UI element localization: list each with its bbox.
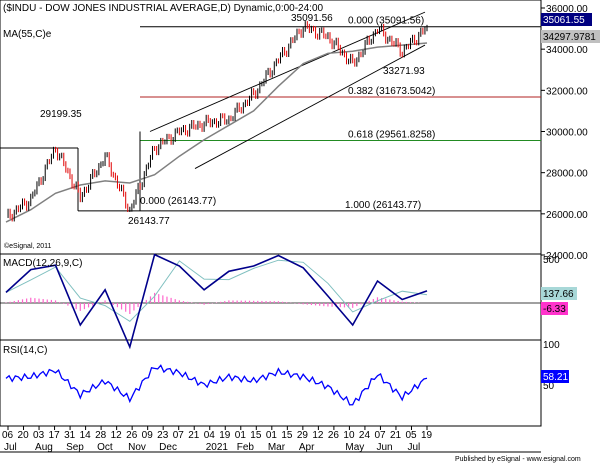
rsi-legend-label: RSI(14,C) <box>3 345 47 356</box>
price-ytick-label: 28000.00 <box>546 169 588 180</box>
xtick-day-label: 24 <box>359 430 371 441</box>
xtick-month-label: Aug <box>35 442 53 453</box>
rsi-ytick-label: 100 <box>543 340 560 351</box>
price-ytick-label: 24000.00 <box>546 251 588 262</box>
annotation-peak: 35091.56 <box>291 13 333 24</box>
ma-value-text: 34297.9781 <box>543 32 596 43</box>
xtick-month-label: Jul <box>4 442 17 453</box>
fib-level-label: 0.000 (35091.56) <box>348 16 424 27</box>
rsi-panel-frame <box>0 339 542 427</box>
annotation-high-left: 29199.35 <box>40 109 82 120</box>
rsi-ytick-label: 50 <box>543 381 555 392</box>
xtick-month-label: Jul <box>407 442 420 453</box>
macd-panel-frame <box>0 253 542 341</box>
fib-start-label: 0.000 (26143.77) <box>140 196 216 207</box>
annotation-low-left: 26143.77 <box>128 216 170 227</box>
xtick-day-label: 01 <box>266 430 278 441</box>
xtick-day-label: 15 <box>250 430 262 441</box>
xtick-day-label: 07 <box>173 430 185 441</box>
xtick-day-label: 21 <box>390 430 402 441</box>
xtick-month-label: Oct <box>97 442 113 453</box>
ma-legend-label: MA(55,C)e <box>3 29 52 40</box>
price-ytick-label: 34000.00 <box>546 45 588 56</box>
rsi-line <box>5 364 428 406</box>
xtick-day-label: 19 <box>421 430 433 441</box>
xtick-day-label: 01 <box>235 430 247 441</box>
xtick-day-label: 26 <box>328 430 340 441</box>
hist-value-text: -6.33 <box>543 304 566 315</box>
macd-legend-label: MACD(12,26,9,C) <box>3 258 82 269</box>
xtick-month-label: 2021 <box>206 442 229 453</box>
rsi-value-box <box>541 370 569 383</box>
xtick-month-label: Feb <box>237 442 255 453</box>
price-ytick-label: 32000.00 <box>546 86 588 97</box>
xtick-day-label: 21 <box>188 430 200 441</box>
xtick-day-label: 06 <box>2 430 14 441</box>
xtick-day-label: 03 <box>33 430 45 441</box>
rsi-value-text: 58.21 <box>543 372 568 383</box>
xtick-day-label: 10 <box>343 430 355 441</box>
price-panel-frame <box>0 0 542 255</box>
annotation-recent-low: 33271.93 <box>383 66 425 77</box>
price-ytick-label: 36000.00 <box>546 4 588 15</box>
macd-line <box>5 253 428 350</box>
price-ytick-label: 26000.00 <box>546 210 588 221</box>
xtick-month-label: Jun <box>376 442 392 453</box>
xtick-day-label: 04 <box>204 430 216 441</box>
xtick-month-label: Sep <box>66 442 84 453</box>
xtick-month-label: Dec <box>159 442 177 453</box>
xtick-day-label: 28 <box>95 430 107 441</box>
last-value-text: 35061.55 <box>543 15 585 26</box>
footer-credit: Published by eSignal - www.esignal.com <box>455 456 581 463</box>
ma-value-box <box>541 30 600 43</box>
channel-lower-line <box>194 44 426 169</box>
xtick-month-label: Apr <box>299 442 315 453</box>
xtick-month-label: Mar <box>268 442 286 453</box>
macd-value-box <box>541 287 577 300</box>
hist-value-box <box>541 302 568 315</box>
xtick-month-label: May <box>345 442 364 453</box>
xtick-day-label: 31 <box>64 430 76 441</box>
macd-ytick-label: 500 <box>543 255 560 266</box>
xtick-day-label: 23 <box>157 430 169 441</box>
macd-value-text: 137.66 <box>543 289 574 300</box>
xtick-day-label: 05 <box>405 430 417 441</box>
xtick-day-label: 12 <box>312 430 324 441</box>
last-value-box <box>541 13 592 26</box>
copyright-label: ©eSignal, 2011 <box>4 242 52 250</box>
xtick-day-label: 20 <box>18 430 30 441</box>
xtick-day-label: 19 <box>219 430 231 441</box>
fib-level-label: 0.382 (31673.5042) <box>348 86 435 97</box>
xtick-day-label: 26 <box>126 430 138 441</box>
xtick-day-label: 15 <box>281 430 293 441</box>
xtick-day-label: 09 <box>142 430 154 441</box>
fib-level-label: 0.618 (29561.8258) <box>348 130 435 141</box>
macd-signal-line <box>5 259 428 322</box>
xtick-day-label: 12 <box>111 430 123 441</box>
xtick-day-label: 07 <box>374 430 386 441</box>
xtick-day-label: 14 <box>80 430 92 441</box>
xtick-day-label: 17 <box>49 430 61 441</box>
xtick-month-label: Nov <box>128 442 146 453</box>
price-ytick-label: 30000.00 <box>546 128 588 139</box>
chart-title: ($INDU - DOW JONES INDUSTRIAL AVERAGE,D)… <box>3 3 324 14</box>
fib-level-label: 1.000 (26143.77) <box>345 200 421 211</box>
xtick-day-label: 29 <box>297 430 309 441</box>
